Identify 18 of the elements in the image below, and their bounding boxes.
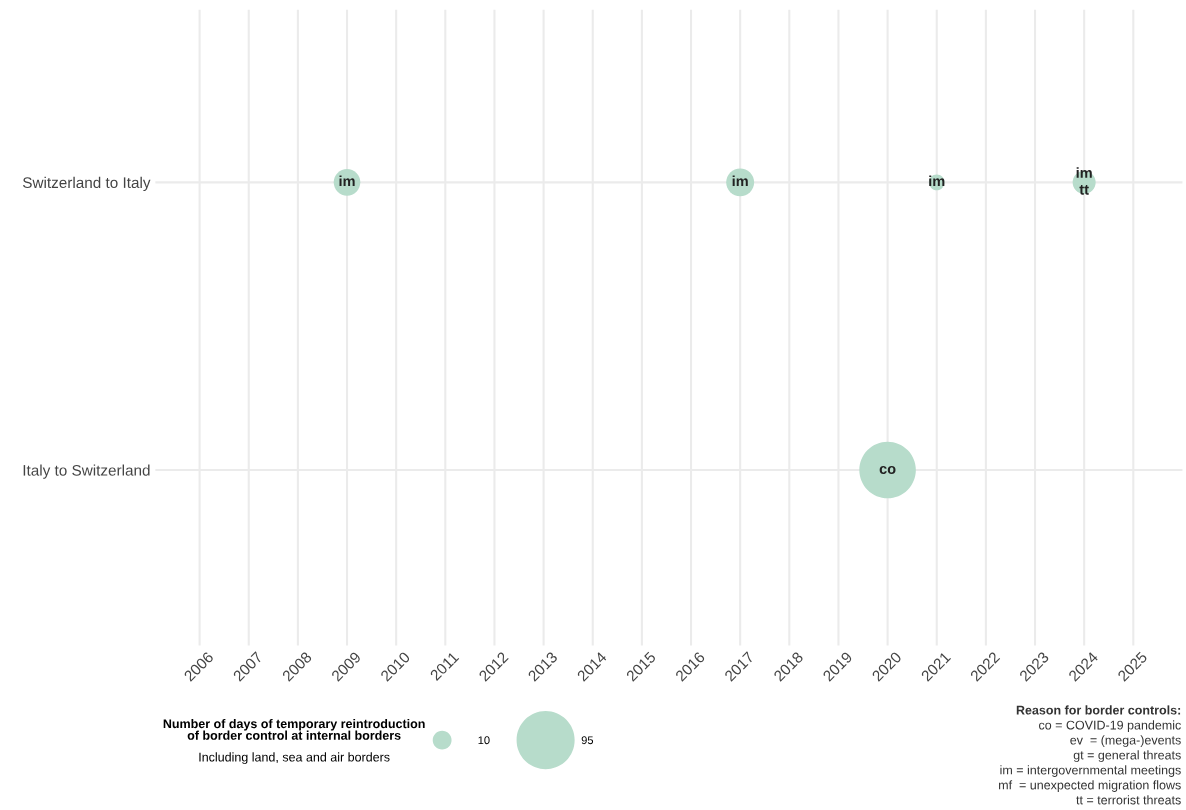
data-label: co: [879, 465, 896, 474]
data-label: im: [339, 175, 355, 187]
data-label: im tt: [1076, 167, 1092, 195]
legend-label: 10: [478, 736, 490, 745]
text: Including land, sea and air borders: [199, 752, 390, 764]
text: im = intergovernmental meetings: [1000, 765, 1181, 777]
data-label: im: [929, 175, 945, 187]
text: ev = (mega-)events: [1070, 735, 1181, 747]
y-tick-label: Italy to Switzerland: [23, 464, 150, 479]
text: mf = unexpected migration flows: [999, 780, 1181, 792]
text: tt = terrorist threats: [1076, 795, 1181, 805]
text: co = COVID-19 pandemic: [1039, 720, 1181, 732]
text: Reason for border controls:: [1016, 705, 1181, 715]
legend-title: Number of days of temporary reintroduction of border control at internal borders: [163, 718, 425, 740]
legend-label: 95: [581, 736, 594, 745]
y-tick-label: Switzerland to Italy: [22, 176, 151, 192]
data-label: im: [732, 175, 748, 187]
text: gt = general threats: [1073, 750, 1181, 762]
